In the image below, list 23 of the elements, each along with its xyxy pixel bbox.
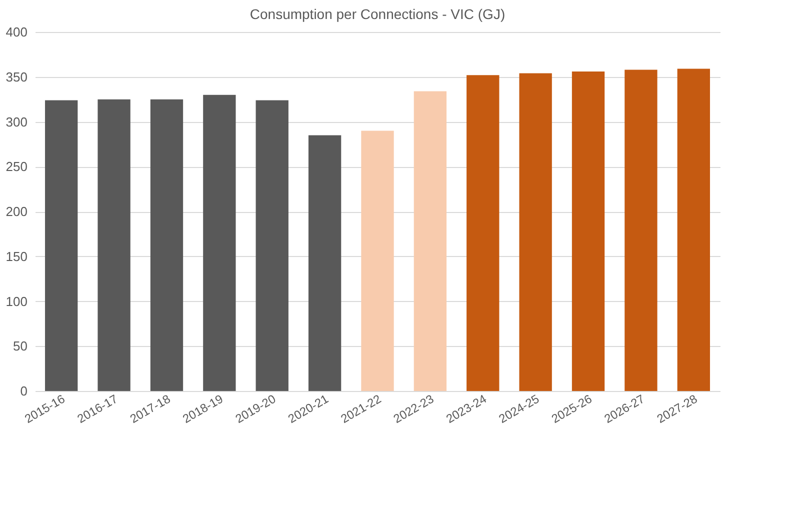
bar (98, 99, 130, 391)
y-tick-label: 100 (6, 294, 28, 309)
bar (466, 75, 500, 391)
y-tick-label: 250 (6, 159, 28, 174)
bar (308, 135, 342, 391)
bar (519, 73, 552, 391)
bar (361, 130, 394, 391)
y-tick-label: 350 (6, 69, 28, 84)
bar (624, 70, 658, 391)
chart-title: Consumption per Connections - VIC (GJ) (250, 6, 506, 22)
bar (150, 99, 184, 391)
y-tick-label: 0 (20, 384, 28, 398)
y-tick-label: 50 (13, 338, 28, 354)
y-tick-label: 300 (6, 114, 28, 130)
bar (256, 100, 288, 391)
bar (572, 71, 605, 391)
bar (677, 68, 710, 391)
bar (45, 100, 78, 391)
y-tick-label: 200 (6, 204, 28, 219)
bar (414, 91, 447, 391)
y-tick-label: 400 (6, 24, 28, 40)
y-tick-label: 150 (6, 248, 28, 264)
bar (203, 94, 236, 391)
